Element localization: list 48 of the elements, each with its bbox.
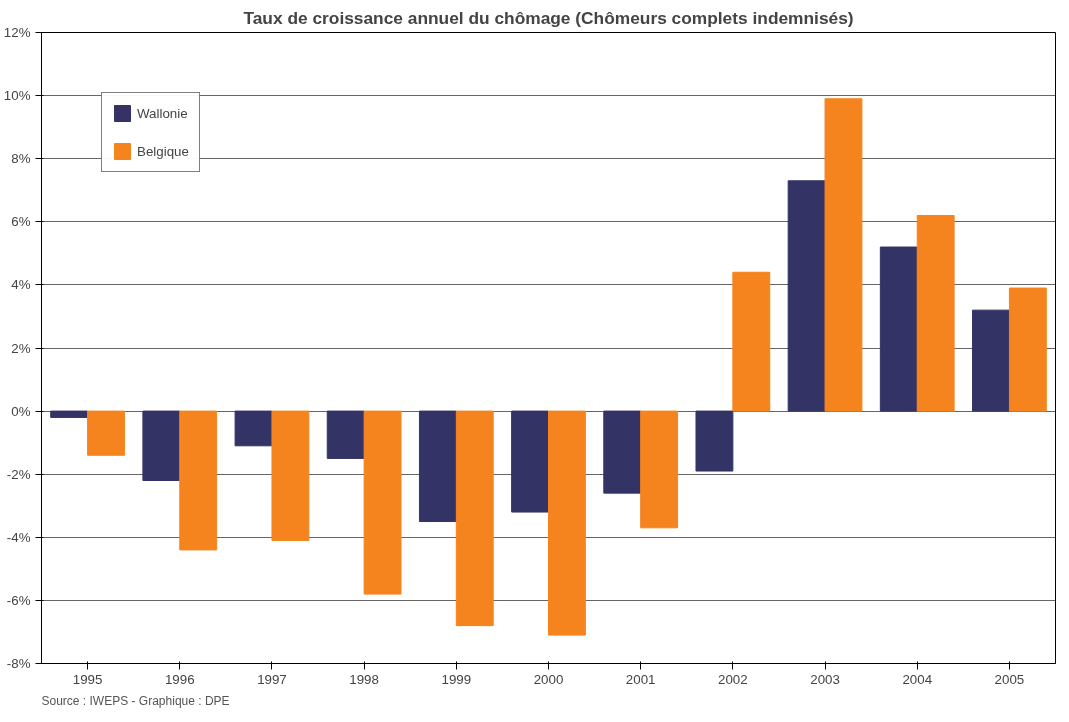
bar [972, 309, 1010, 412]
y-tick-label: 4% [11, 277, 31, 293]
x-tick-label: 1999 [441, 671, 472, 687]
bar [824, 98, 863, 412]
bar [87, 410, 125, 456]
x-tick-label: 1998 [349, 671, 379, 687]
x-tick-label: 2002 [718, 671, 748, 687]
x-tick-label: 1997 [257, 671, 287, 687]
y-tick-label: 10% [3, 88, 31, 104]
bar [640, 410, 679, 529]
bar [603, 410, 642, 494]
bar [418, 410, 457, 523]
x-tick-label: 2005 [994, 671, 1025, 687]
chart-title: Taux de croissance annuel du chômage (Chômeurs complets indemnisés) [243, 7, 854, 28]
y-tick-label: -8% [6, 656, 31, 671]
y-tick-label: 12% [3, 25, 31, 40]
bar [879, 246, 918, 412]
bar [50, 410, 89, 418]
y-tick-label: 2% [11, 340, 31, 356]
y-tick-label: -2% [6, 466, 31, 482]
bar [1008, 287, 1047, 412]
bar [511, 410, 549, 513]
bar [455, 410, 494, 627]
y-tick-label: 0% [11, 403, 31, 419]
bar [363, 410, 402, 595]
x-tick-label: 2003 [810, 671, 840, 687]
bar [695, 410, 734, 472]
bar [271, 410, 310, 541]
x-tick-label: 2001 [625, 671, 656, 687]
bar [179, 410, 218, 551]
y-tick-label: -6% [6, 592, 31, 608]
y-tick-label: 6% [11, 214, 31, 230]
x-tick-label: 1996 [164, 671, 195, 687]
legend-label: Belgique [137, 143, 189, 159]
bar [787, 180, 826, 412]
y-tick-label: -4% [6, 529, 31, 545]
bar [326, 410, 365, 459]
bar [916, 214, 955, 412]
source-note: Source : IWEPS - Graphique : DPE [41, 693, 230, 708]
bar [142, 410, 181, 482]
bar [548, 410, 586, 636]
x-tick-label: 2004 [902, 671, 933, 687]
x-tick-label: 1995 [72, 671, 103, 687]
x-tick-label: 2000 [533, 671, 564, 687]
y-tick-label: 8% [11, 151, 31, 167]
bar [732, 271, 771, 412]
legend-label: Wallonie [137, 105, 188, 121]
bar [234, 410, 273, 447]
